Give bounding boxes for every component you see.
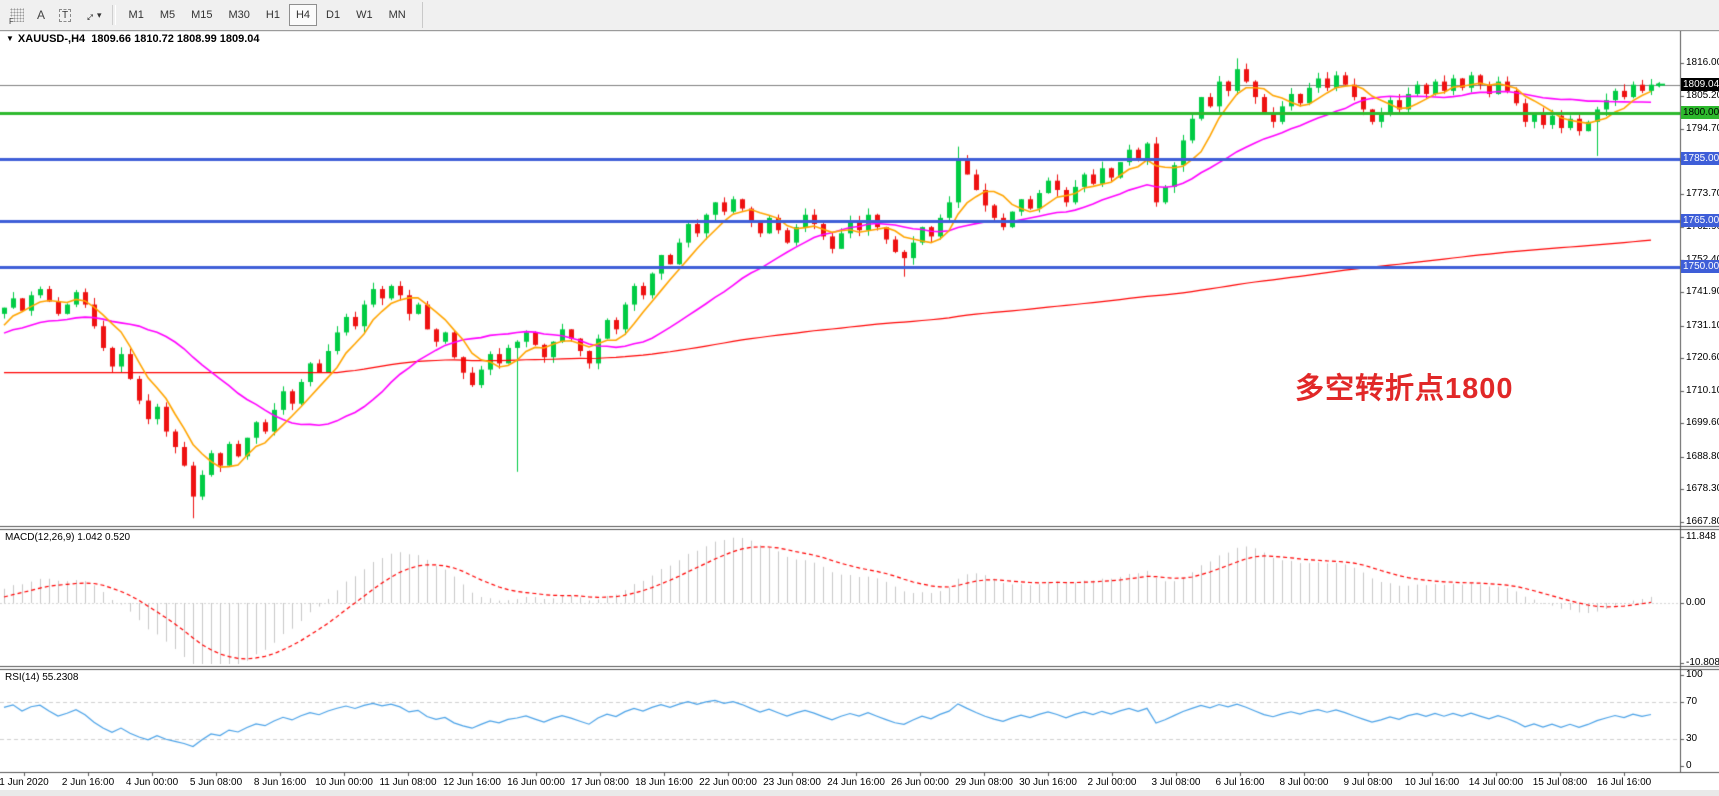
price-tick-label: 1667.80 (1686, 515, 1719, 527)
arrow-a-icon: A (36, 8, 45, 22)
time-tick-label: 6 Jul 16:00 (1215, 777, 1265, 788)
price-tick-label: 1805.20 (1686, 90, 1719, 102)
price-tick-label: 1816.00 (1686, 57, 1719, 68)
price-level-badge: 1765.00 (1681, 213, 1719, 227)
arrow-tool-button[interactable]: A (30, 4, 52, 26)
price-level-badge: 1800.00 (1681, 105, 1719, 119)
rsi-tick-label: 30 (1686, 732, 1698, 744)
rsi-tick-label: 70 (1686, 696, 1698, 708)
time-tick-label: 15 Jul 08:00 (1532, 777, 1588, 788)
price-tick-label: 1710.10 (1686, 384, 1719, 396)
grid-f-icon: F (9, 8, 24, 26)
timeframe-button-mn[interactable]: MN (388, 9, 406, 21)
shapes-tool-icon: ↔ (78, 5, 99, 25)
time-tick-label: 8 Jul 00:00 (1279, 777, 1329, 788)
timeframe-button-m30[interactable]: M30 (228, 9, 250, 21)
price-tick-label: 1699.60 (1686, 417, 1719, 429)
price-tick-label: 1731.10 (1686, 319, 1719, 331)
price-tick-label: 1688.80 (1686, 450, 1719, 462)
time-tick-label: 11 Jun 08:00 (379, 777, 437, 788)
text-tool-icon: T (58, 8, 72, 22)
price-tick-label: 1741.90 (1686, 286, 1719, 298)
time-tick-label: 22 Jun 00:00 (699, 777, 757, 788)
price-level-badge: 1785.00 (1681, 152, 1719, 165)
price-tick-label: 1794.70 (1686, 122, 1719, 134)
price-tick-label: 1752.40 (1686, 254, 1719, 265)
toolbar: F A T ↔ ▾ M1 M5 M15 M30 H1 H4 D1 W1 MN (0, 0, 1719, 31)
price-tick-label: 1720.60 (1686, 352, 1719, 364)
time-tick-label: 30 Jun 16:00 (1019, 777, 1077, 788)
time-tick-label: 5 Jun 08:00 (189, 777, 243, 788)
price-tick-label: 1678.30 (1686, 483, 1719, 495)
time-tick-label: 1 Jun 2020 (0, 777, 49, 788)
macd-tick-label: 11.848 (1686, 531, 1716, 543)
timeframe-button-m1[interactable]: M1 (128, 9, 144, 21)
chart-title: ▼ XAUUSD-,H4 1809.66 1810.72 1808.99 1809… (6, 33, 260, 45)
price-level-badge: 1750.00 (1681, 260, 1719, 274)
macd-tick-label: -10.808 (1686, 657, 1719, 669)
chevron-down-icon[interactable]: ▾ (97, 9, 102, 20)
symbol-dropdown-icon[interactable]: ▼ (6, 34, 14, 43)
timeframe-button-m5[interactable]: M5 (159, 9, 176, 21)
time-tick-label: 2 Jun 16:00 (61, 777, 115, 788)
price-axis[interactable]: 1816.001805.201794.701784.201773.701762.… (1680, 30, 1719, 772)
time-axis[interactable]: 1 Jun 2020 2 Jun 16:00 4 Jun 00:00 5 Jun 08… (0, 772, 1719, 790)
time-tick-label: 12 Jun 16:00 (443, 777, 501, 788)
time-tick-label: 17 Jun 08:00 (571, 777, 629, 788)
time-tick-label: 9 Jul 08:00 (1343, 777, 1393, 788)
time-tick-label: 2 Jul 00:00 (1087, 777, 1137, 788)
rsi-tick-label: 0 (1686, 760, 1692, 771)
time-tick-label: 23 Jun 08:00 (763, 777, 821, 788)
rsi-indicator-label: RSI(14) 55.2308 (5, 672, 79, 683)
time-tick-label: 10 Jul 16:00 (1404, 777, 1460, 788)
time-tick-label: 16 Jul 16:00 (1596, 777, 1652, 788)
time-tick-label: 26 Jun 00:00 (891, 777, 949, 788)
timeframe-button-w1[interactable]: W1 (356, 9, 373, 21)
macd-tick-label: 0.00 (1686, 597, 1706, 608)
price-tick-label: 1762.90 (1686, 221, 1719, 233)
timeframe-toolbar: M1 M5 M15 M30 H1 H4 D1 W1 MN (121, 4, 414, 26)
price-tick-label: 1773.70 (1686, 188, 1719, 199)
time-tick-label: 8 Jun 16:00 (253, 777, 307, 788)
timeframe-button-d1[interactable]: D1 (326, 9, 341, 21)
time-tick-label: 29 Jun 08:00 (955, 777, 1013, 788)
grid-f-tool-button[interactable]: F (6, 4, 28, 26)
time-tick-label: 16 Jun 00:00 (507, 777, 565, 788)
time-tick-label: 4 Jun 00:00 (125, 777, 179, 788)
timeframe-button-h1[interactable]: H1 (265, 9, 280, 21)
text-tool-button[interactable]: T (54, 4, 76, 26)
time-tick-label: 3 Jul 08:00 (1151, 777, 1201, 788)
time-tick-label: 18 Jun 16:00 (635, 777, 693, 788)
window-bottom-strip (0, 790, 1719, 796)
symbol-period-label: XAUUSD-,H4 (17, 33, 86, 45)
toolbar-separator (111, 5, 116, 25)
toolbar-group-border (421, 2, 423, 28)
timeframe-button-h4[interactable]: H4 (288, 4, 318, 26)
ohlc-values: 1809.66 1810.72 1808.99 1809.04 (91, 33, 260, 45)
current-price-badge: 1809.04 (1681, 77, 1719, 91)
chart-text-annotation[interactable]: 多空转折点1800 (1295, 373, 1514, 405)
rsi-tick-label: 100 (1686, 669, 1703, 680)
macd-indicator-label: MACD(12,26,9) 1.042 0.520 (5, 532, 131, 543)
time-tick-label: 10 Jun 00:00 (315, 777, 373, 788)
time-tick-label: 24 Jun 16:00 (827, 777, 885, 788)
time-tick-label: 14 Jul 00:00 (1468, 777, 1524, 788)
timeframe-button-m15[interactable]: M15 (191, 9, 213, 21)
shapes-tool-button[interactable]: ↔ ▾ (78, 4, 106, 26)
